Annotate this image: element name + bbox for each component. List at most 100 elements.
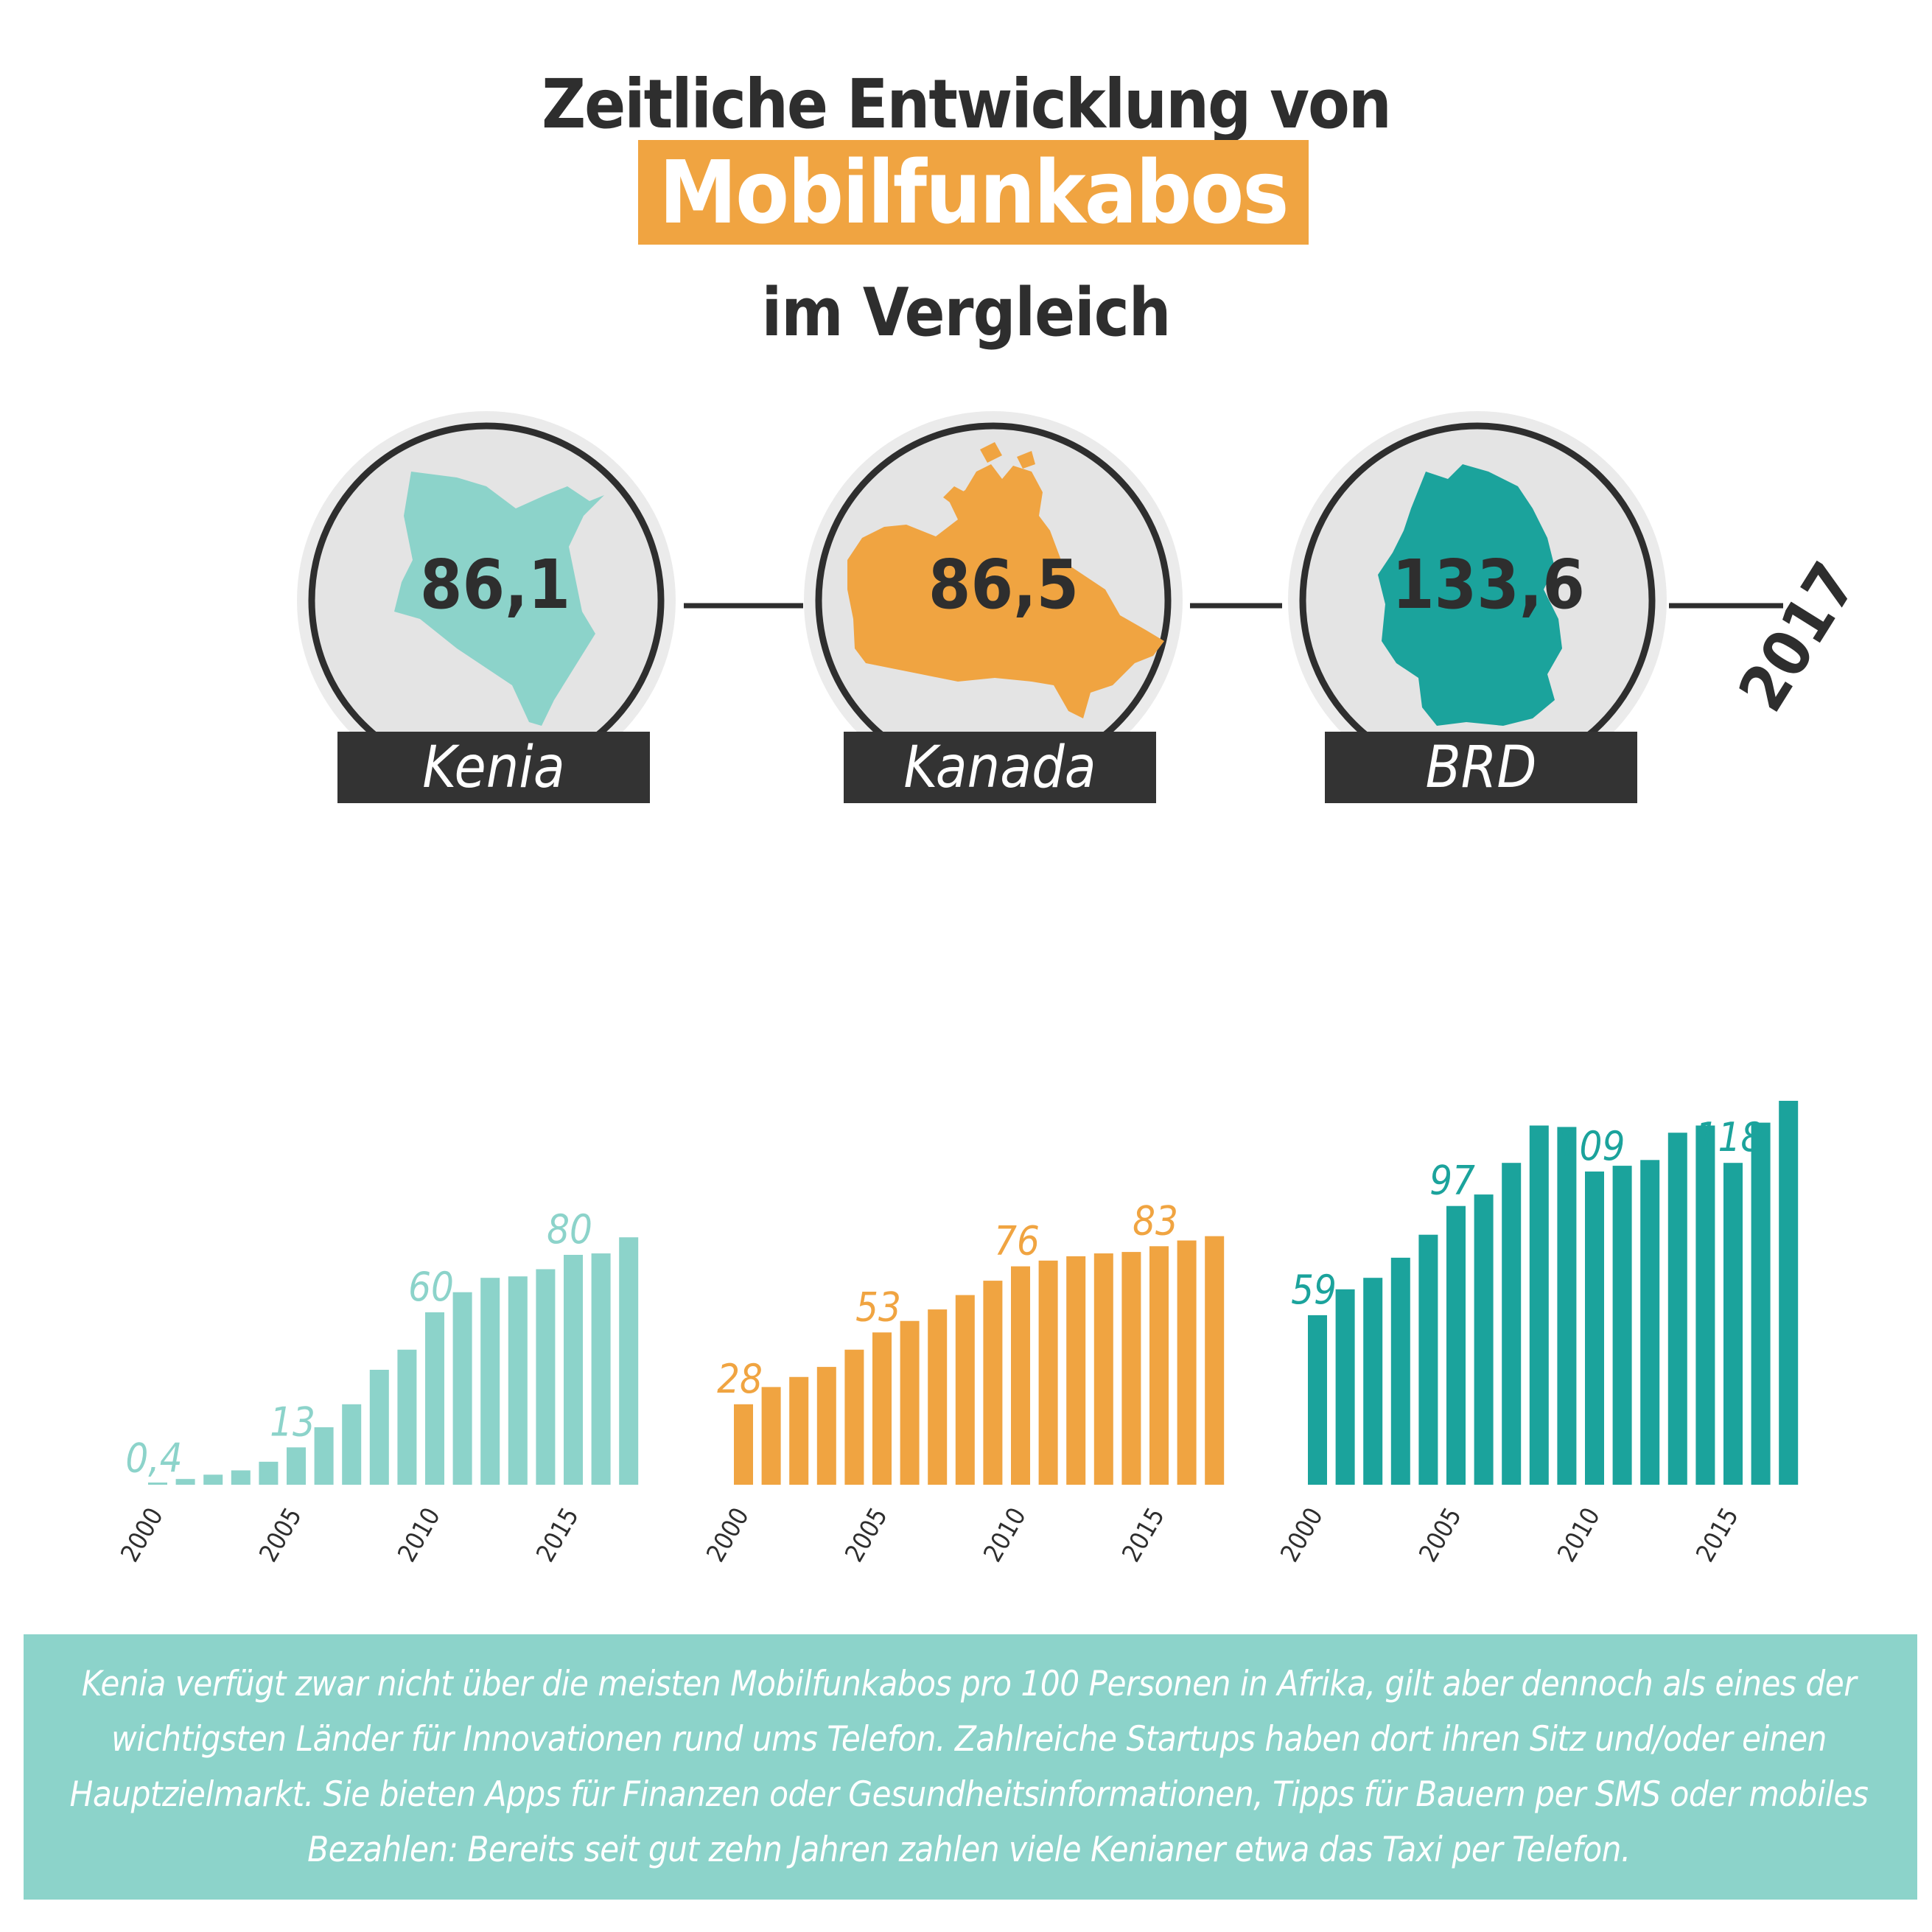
bar bbox=[734, 1404, 753, 1485]
bar bbox=[175, 1479, 195, 1485]
x-tick-label: 2000 bbox=[1275, 1503, 1329, 1567]
bar-chart-kenia: 2000 2005 2010 2015 0,4 13 60 80 bbox=[115, 1206, 639, 1567]
bar bbox=[1205, 1236, 1225, 1485]
x-tick-label: 2005 bbox=[839, 1503, 894, 1567]
title-line-3: im Vergleich bbox=[761, 274, 1172, 351]
bar bbox=[536, 1269, 556, 1485]
x-tick-label: 2000 bbox=[115, 1503, 169, 1567]
bar bbox=[1011, 1266, 1030, 1485]
bar bbox=[1695, 1125, 1715, 1485]
bar bbox=[1529, 1125, 1549, 1485]
data-label: 118 bbox=[1695, 1114, 1764, 1161]
data-label: 0,4 bbox=[125, 1435, 182, 1481]
bar bbox=[369, 1370, 389, 1485]
bar bbox=[844, 1349, 864, 1485]
bar bbox=[231, 1470, 251, 1485]
bar bbox=[564, 1255, 583, 1485]
badge-value: 86,5 bbox=[928, 545, 1079, 624]
bar bbox=[816, 1367, 836, 1485]
bar bbox=[203, 1474, 223, 1485]
badge-label: Kanada bbox=[903, 735, 1096, 801]
bar bbox=[1418, 1234, 1438, 1485]
bar bbox=[1038, 1260, 1058, 1485]
data-label: 60 bbox=[408, 1264, 454, 1310]
x-tick-label: 2010 bbox=[978, 1503, 1032, 1567]
badge-value: 133,6 bbox=[1392, 545, 1585, 624]
bar bbox=[591, 1253, 611, 1485]
bar bbox=[425, 1312, 444, 1485]
bar bbox=[1779, 1100, 1799, 1485]
year-label: 2017 bbox=[1725, 550, 1872, 724]
data-label: 28 bbox=[717, 1356, 763, 1402]
country-badge-brd: 133,6 BRD bbox=[1288, 411, 1667, 803]
bar bbox=[1177, 1240, 1197, 1485]
bar bbox=[1446, 1205, 1466, 1485]
title-line-1: Zeitliche Entwicklung von bbox=[542, 65, 1392, 144]
bar-charts: 2000 2005 2010 2015 0,4 13 60 80 2000 2005 2010 201… bbox=[115, 1100, 1799, 1567]
bar bbox=[983, 1281, 1003, 1485]
x-tick-label: 2015 bbox=[531, 1503, 585, 1567]
data-label: 97 bbox=[1429, 1158, 1475, 1204]
bar bbox=[789, 1376, 809, 1485]
title-highlight-box bbox=[638, 140, 1309, 245]
bar bbox=[1390, 1257, 1410, 1485]
bar-chart-brd: 2000 2005 2010 2015 59 97 109 118 bbox=[1275, 1100, 1799, 1567]
x-tick-label: 2010 bbox=[392, 1503, 447, 1567]
bar bbox=[1502, 1163, 1522, 1485]
bar bbox=[342, 1404, 362, 1485]
badge-label: Kenia bbox=[422, 735, 564, 801]
bar bbox=[508, 1276, 528, 1485]
x-tick-label: 2000 bbox=[701, 1503, 755, 1567]
data-label: 76 bbox=[994, 1218, 1040, 1264]
x-tick-label: 2015 bbox=[1116, 1503, 1171, 1567]
data-label: 53 bbox=[855, 1284, 901, 1330]
data-label: 109 bbox=[1557, 1123, 1625, 1169]
bar bbox=[1066, 1256, 1086, 1485]
canada-map-icon bbox=[847, 464, 1164, 718]
bar bbox=[314, 1427, 334, 1485]
bar bbox=[480, 1278, 500, 1485]
badge-label-box bbox=[337, 732, 650, 803]
canada-islands-icon bbox=[943, 442, 1035, 508]
bar bbox=[900, 1320, 920, 1485]
bar bbox=[1093, 1253, 1113, 1485]
country-badge-kanada: 86,5 Kanada bbox=[804, 411, 1183, 803]
country-badge-kenia: 86,1 Kenia bbox=[297, 411, 676, 803]
bar bbox=[1640, 1160, 1660, 1485]
bar bbox=[452, 1292, 472, 1485]
bar bbox=[1335, 1289, 1355, 1485]
bar bbox=[1121, 1252, 1141, 1485]
bar bbox=[397, 1349, 417, 1485]
bar bbox=[1612, 1166, 1632, 1485]
bar bbox=[1751, 1122, 1771, 1485]
badge-label-box bbox=[1325, 732, 1637, 803]
bar bbox=[1308, 1315, 1327, 1485]
bar bbox=[928, 1309, 948, 1485]
bar bbox=[259, 1461, 279, 1485]
bar bbox=[1585, 1171, 1604, 1485]
bar bbox=[619, 1237, 639, 1485]
x-tick-label: 2015 bbox=[1690, 1503, 1745, 1567]
bar bbox=[1149, 1246, 1169, 1485]
bar bbox=[148, 1483, 167, 1485]
data-label: 59 bbox=[1291, 1267, 1337, 1313]
bar-chart-kanada: 2000 2005 2010 2015 28 53 76 83 bbox=[701, 1197, 1225, 1567]
bar bbox=[955, 1295, 975, 1485]
bar bbox=[761, 1387, 781, 1485]
bar bbox=[1363, 1278, 1383, 1485]
bar bbox=[1474, 1194, 1494, 1485]
bar bbox=[1667, 1133, 1687, 1485]
bar bbox=[287, 1447, 306, 1485]
x-tick-label: 2005 bbox=[1413, 1503, 1468, 1567]
badge-value: 86,1 bbox=[420, 545, 570, 624]
bar bbox=[1557, 1127, 1577, 1485]
badge-label: BRD bbox=[1426, 735, 1537, 801]
germany-map-icon bbox=[1378, 464, 1562, 726]
info-box bbox=[24, 1634, 1917, 1900]
info-text: Kenia verfügt zwar nicht über die meiste… bbox=[69, 1664, 1869, 1870]
x-tick-label: 2010 bbox=[1552, 1503, 1606, 1567]
data-label: 80 bbox=[547, 1206, 592, 1253]
kenya-map-icon bbox=[394, 472, 604, 726]
data-label: 83 bbox=[1133, 1197, 1178, 1244]
